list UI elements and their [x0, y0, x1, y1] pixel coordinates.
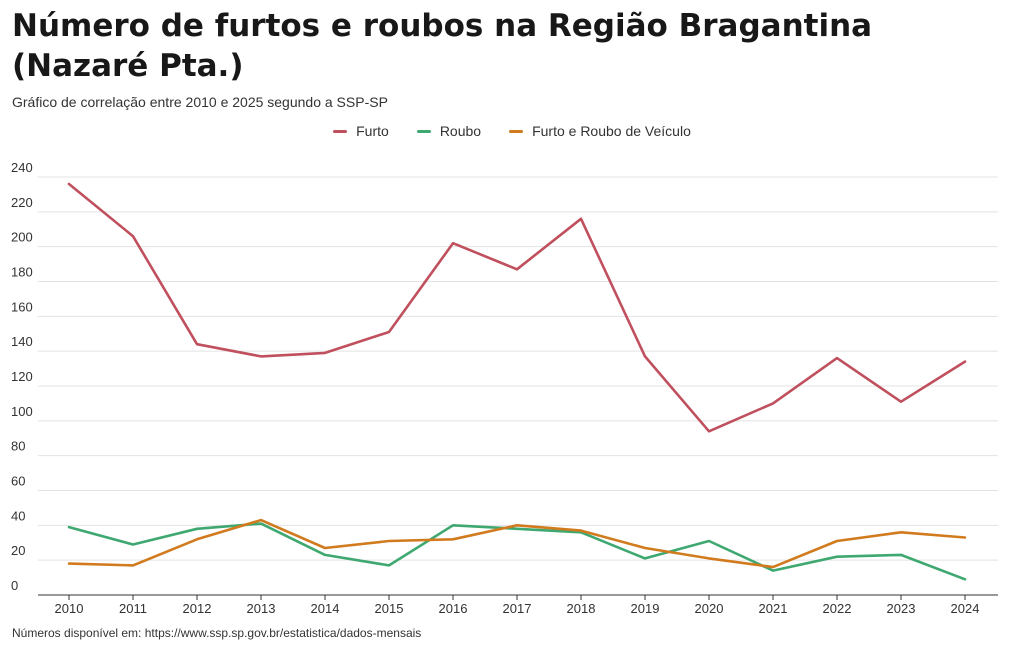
x-tick-label: 2015 [375, 601, 404, 616]
series-line-furto[interactable] [67, 182, 967, 433]
gridlines [38, 176, 998, 596]
y-tick-label: 100 [11, 404, 33, 419]
legend-label-roubo: Roubo [439, 123, 482, 139]
chart-subtitle: Gráfico de correlação entre 2010 e 2025 … [12, 94, 388, 110]
legend-swatch-roubo [416, 129, 431, 133]
legend-swatch-furto [333, 129, 348, 133]
x-tick-label: 2014 [311, 601, 340, 616]
x-axis-ticks: 2010 2011 2012 2013 2014 2015 2016 2017 2018 2019… [55, 595, 980, 616]
y-tick-label: 20 [11, 543, 25, 558]
y-tick-label: 0 [11, 578, 18, 593]
y-tick-label: 200 [11, 230, 33, 245]
y-tick-label: 240 [11, 160, 33, 175]
x-tick-label: 2016 [439, 601, 468, 616]
legend-label-veiculo: Furto e Roubo de Veículo [532, 123, 691, 139]
y-tick-label: 120 [11, 369, 33, 384]
series-lines [67, 182, 967, 581]
series-line-veiculo[interactable] [67, 518, 967, 569]
x-tick-label: 2017 [503, 601, 532, 616]
x-tick-label: 2012 [183, 601, 212, 616]
x-tick-label: 2022 [823, 601, 852, 616]
x-tick-label: 2019 [631, 601, 660, 616]
x-tick-label: 2010 [55, 601, 84, 616]
y-tick-label: 60 [11, 474, 25, 489]
x-tick-label: 2020 [695, 601, 724, 616]
y-tick-label: 40 [11, 508, 25, 523]
x-tick-label: 2023 [887, 601, 916, 616]
x-tick-label: 2024 [951, 601, 980, 616]
y-axis-ticks: 0 20 40 60 80 100 120 140 160 180 200 220 240 [11, 160, 33, 593]
legend-swatch-veiculo [509, 129, 524, 133]
legend: Furto Roubo Furto e Roubo de Veículo [0, 123, 1024, 139]
y-tick-label: 80 [11, 439, 25, 454]
source-note: Números disponível em: https://www.ssp.s… [12, 626, 422, 640]
chart-title: Número de furtos e roubos na Região Brag… [12, 8, 873, 84]
series-line-roubo[interactable] [67, 522, 967, 581]
y-tick-label: 160 [11, 299, 33, 314]
legend-item-roubo[interactable]: Roubo [416, 123, 482, 139]
x-tick-label: 2013 [247, 601, 276, 616]
x-tick-label: 2018 [567, 601, 596, 616]
legend-item-furto[interactable]: Furto [333, 123, 389, 139]
y-tick-label: 140 [11, 334, 33, 349]
y-tick-label: 220 [11, 195, 33, 210]
y-tick-label: 180 [11, 265, 33, 280]
legend-label-furto: Furto [356, 123, 389, 139]
legend-item-veiculo[interactable]: Furto e Roubo de Veículo [509, 123, 691, 139]
x-tick-label: 2011 [119, 601, 147, 616]
x-tick-label: 2021 [759, 601, 788, 616]
